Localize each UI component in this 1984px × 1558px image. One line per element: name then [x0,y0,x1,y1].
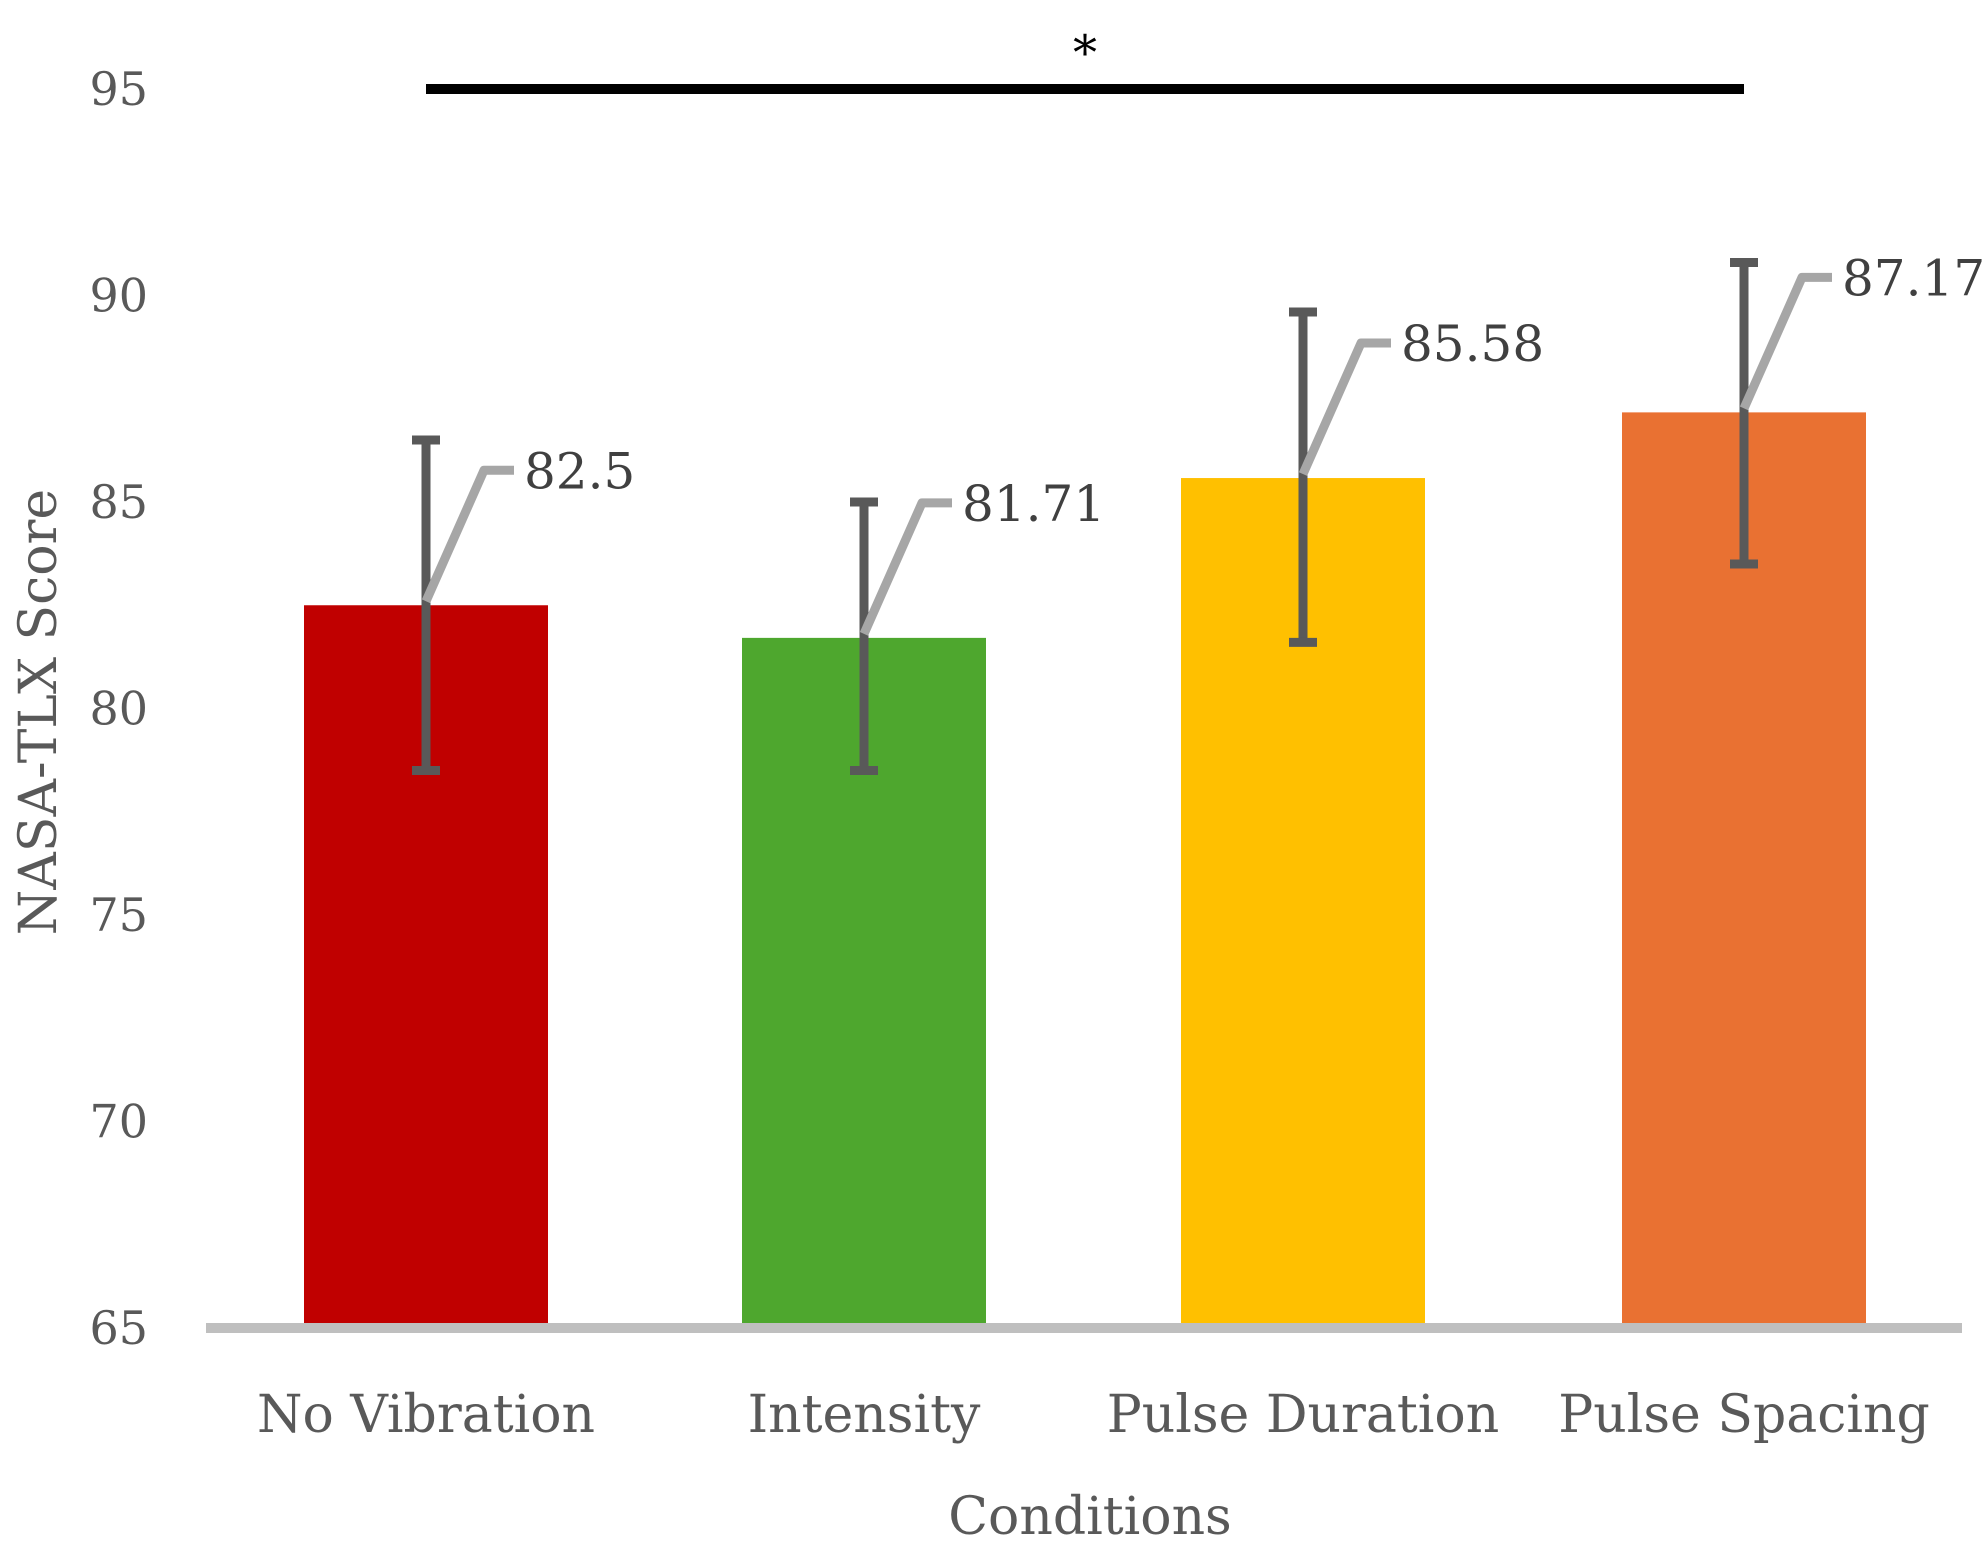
y-tick-label: 90 [89,269,148,323]
y-tick-label: 70 [89,1095,148,1149]
y-tick-label: 65 [89,1301,148,1355]
y-tick-label: 80 [89,682,148,736]
data-label-leaders [421,272,1832,636]
x-axis-title: Conditions [948,1487,1232,1547]
data-label: 81.71 [962,475,1105,533]
data-label: 87.17 [1842,249,1984,307]
significance-star: * [1073,25,1097,81]
bars [304,412,1866,1328]
x-axis-categories: No Vibration Intensity Pulse Duration Pulse… [257,1385,1930,1445]
y-axis-title: NASA-TLX Score [9,489,69,935]
x-category-label: Pulse Duration [1107,1385,1499,1445]
data-label-leader [421,465,514,604]
y-tick-label: 75 [89,888,148,942]
data-label-leader [1298,338,1391,476]
x-category-label: No Vibration [257,1385,595,1445]
y-tick-label: 85 [89,475,148,529]
data-label: 82.5 [524,442,635,500]
data-labels: 82.5 81.71 85.58 87.17 [524,249,1984,532]
y-tick-label: 95 [89,62,148,116]
data-label: 85.58 [1401,315,1544,373]
y-axis-ticks: 65 70 75 80 85 90 95 [89,62,148,1355]
data-label-leader [859,498,952,636]
x-category-label: Pulse Spacing [1558,1385,1930,1445]
x-category-label: Intensity [748,1385,981,1445]
error-bars [412,257,1758,775]
data-label-leader [1739,272,1832,411]
